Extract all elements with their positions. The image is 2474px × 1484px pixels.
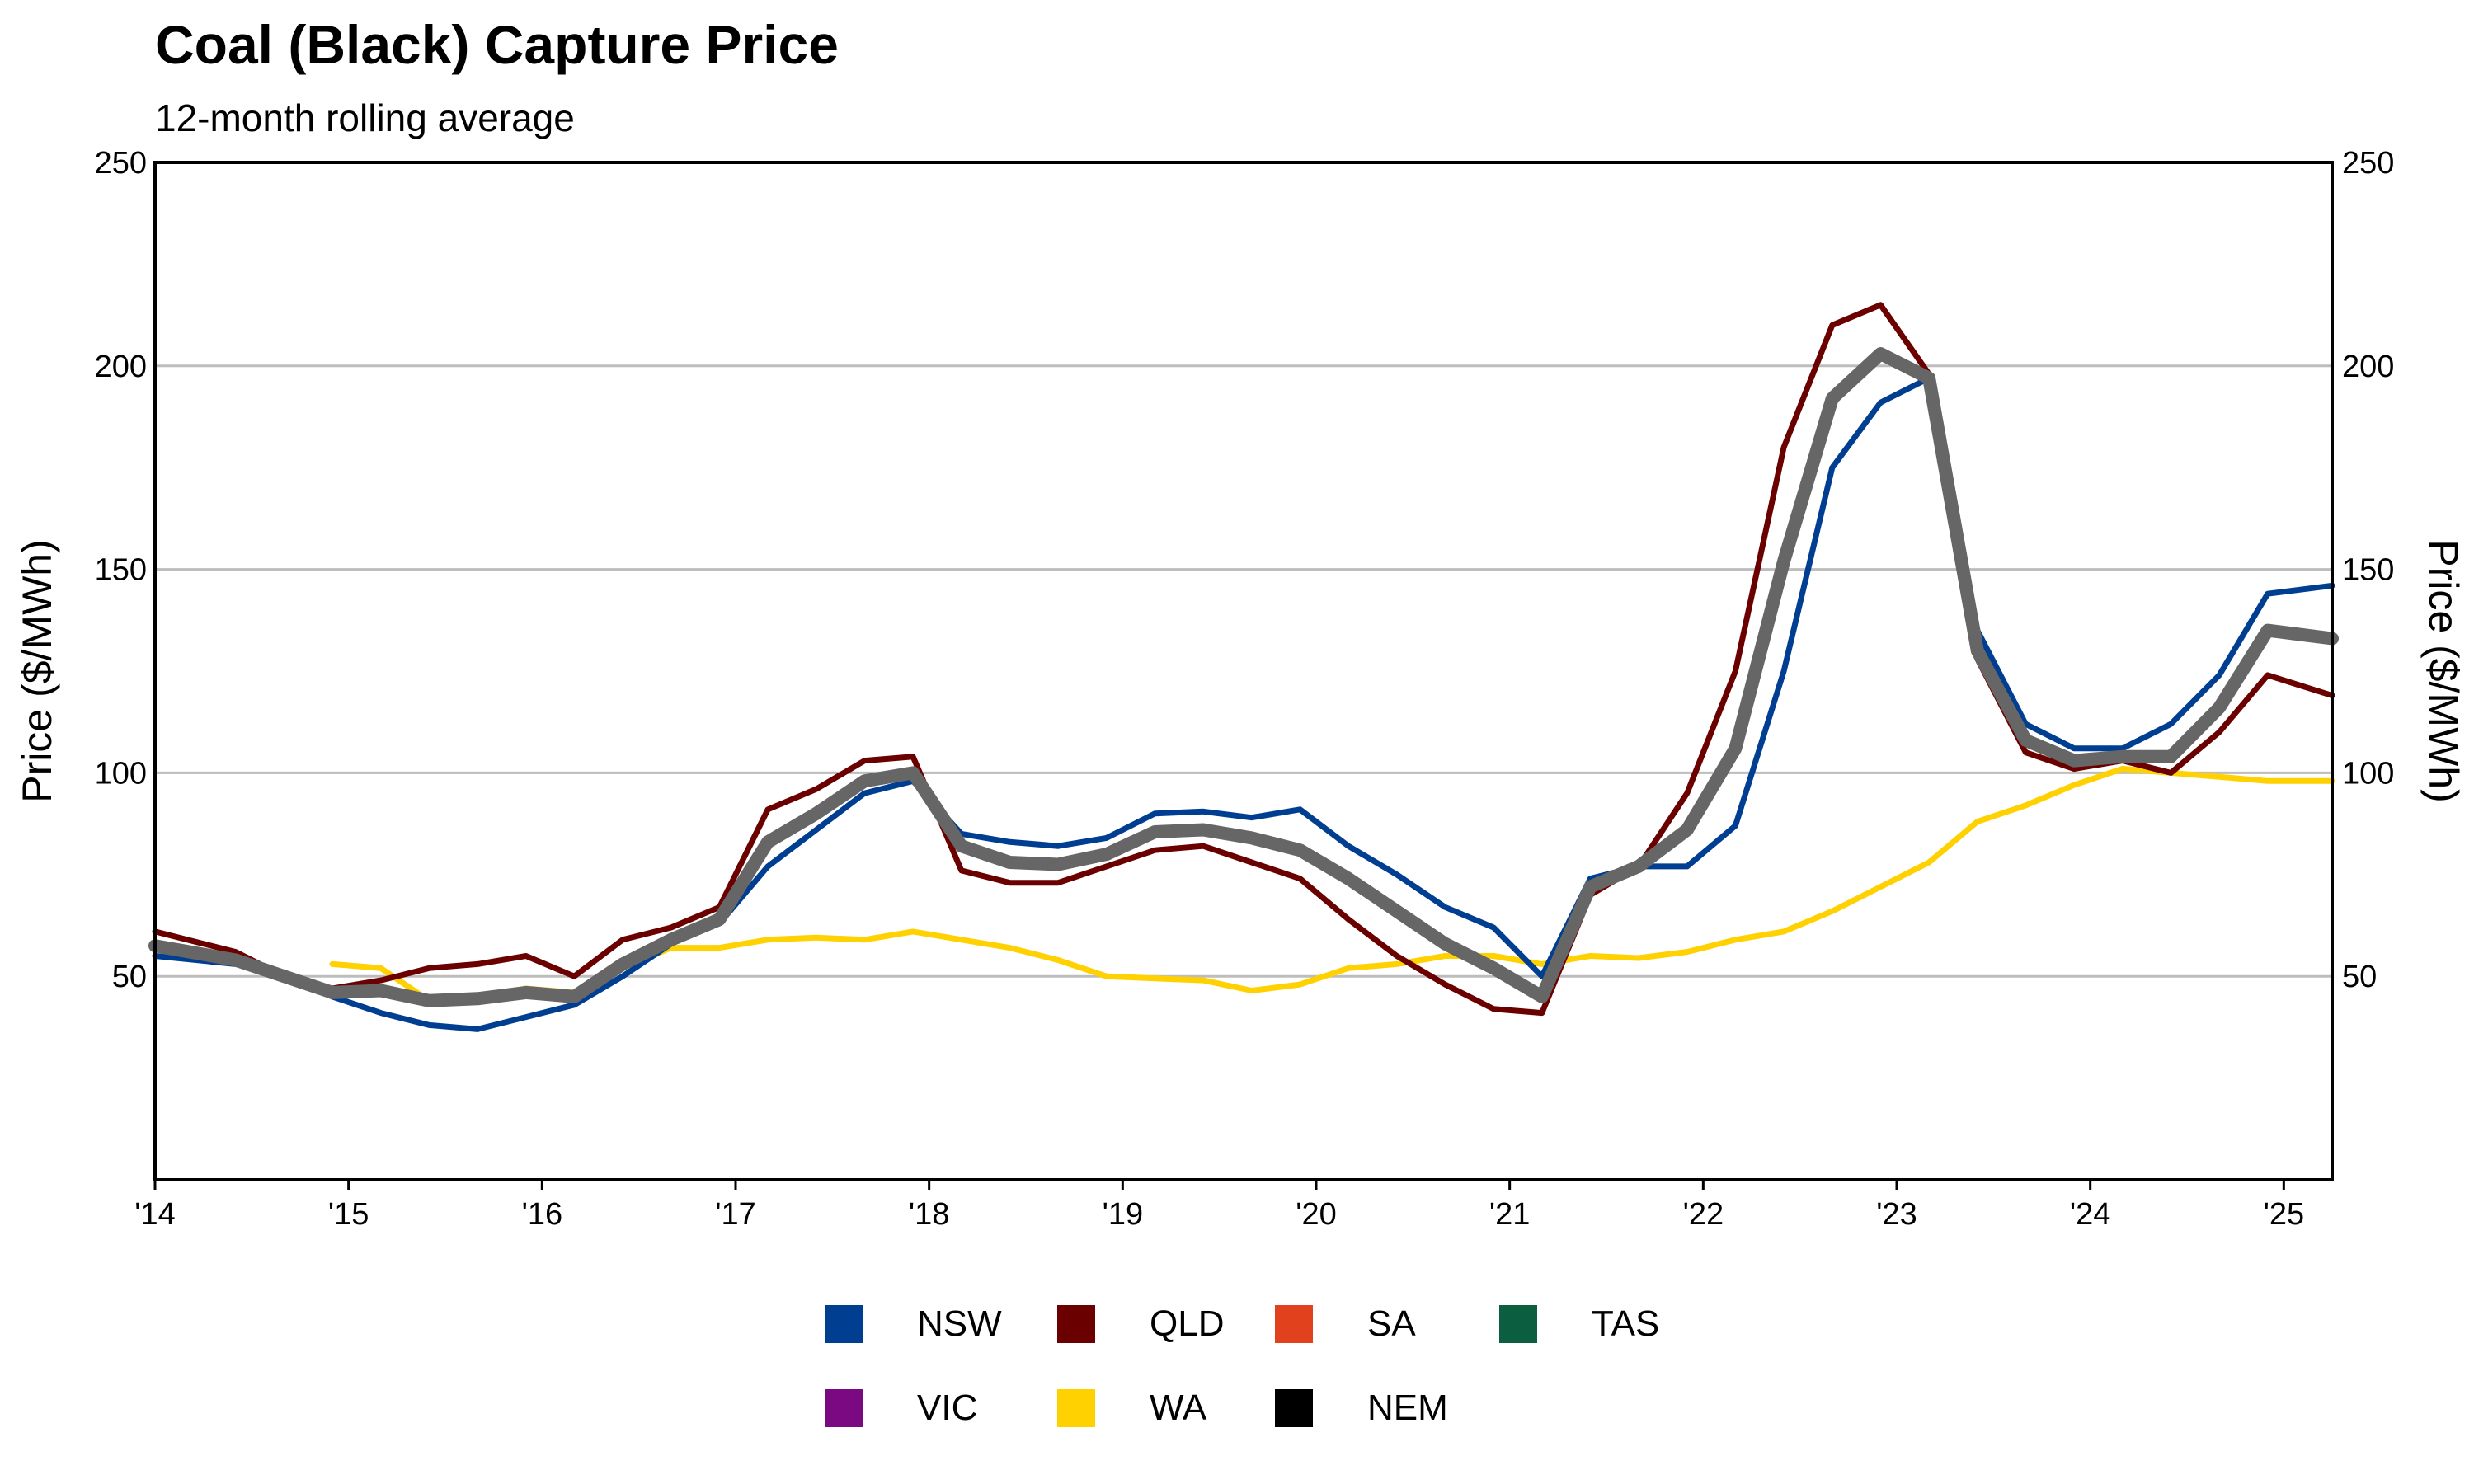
x-axis: '14 '15 '16 '17 '18 '19 '20 '21 '22 '23 '24 '25: [134, 1180, 2304, 1232]
x-tick-label-4: '18: [909, 1197, 950, 1232]
x-tick-label-3: '17: [715, 1197, 756, 1232]
plot-frame: [153, 161, 2334, 1181]
legend-label-nsw: NSW: [917, 1303, 1002, 1344]
y-tick-label-left-50: 50: [112, 960, 147, 994]
legend-swatch-nem: [1275, 1389, 1313, 1427]
x-tick-label-6: '20: [1296, 1197, 1337, 1232]
chart-subtitle: 12-month rolling average: [155, 96, 575, 139]
x-tick-label-11: '25: [2264, 1197, 2305, 1232]
x-tick-label-1: '15: [328, 1197, 369, 1232]
y-tick-label-right-250: 250: [2342, 146, 2394, 181]
y-tick-label-left-250: 250: [95, 146, 147, 181]
legend-swatch-wa: [1057, 1389, 1095, 1427]
series-line-qld: [152, 302, 2335, 1017]
y-axis-right: 50 100 150 200 250: [2342, 146, 2394, 994]
legend-item-nem: NEM: [1275, 1387, 1448, 1430]
y-tick-label-left-100: 100: [95, 756, 147, 791]
y-tick-label-left-200: 200: [95, 350, 147, 384]
x-tick-label-8: '22: [1683, 1197, 1724, 1232]
legend-item-qld: QLD: [1057, 1303, 1224, 1345]
y-tick-label-right-50: 50: [2342, 960, 2377, 994]
legend-label-wa: WA: [1150, 1388, 1207, 1428]
legend-item-nsw: NSW: [825, 1303, 1002, 1345]
legend-label-qld: QLD: [1150, 1303, 1225, 1344]
legend-item-tas: TAS: [1499, 1303, 1659, 1345]
x-tick-label-5: '19: [1103, 1197, 1144, 1232]
legend-swatch-qld: [1057, 1305, 1095, 1343]
legend-swatch-nsw: [825, 1305, 863, 1343]
legend-label-vic: VIC: [917, 1388, 978, 1428]
y-tick-label-right-100: 100: [2342, 756, 2394, 791]
x-tick-label-10: '24: [2070, 1197, 2111, 1232]
gridlines: [155, 364, 2332, 978]
series-line-nem: [148, 347, 2339, 1007]
legend-swatch-vic: [825, 1389, 863, 1427]
legend-item-sa: SA: [1275, 1303, 1416, 1345]
legend-label-sa: SA: [1367, 1303, 1416, 1344]
legend-label-tas: TAS: [1592, 1303, 1660, 1344]
chart-plot: '14 '15 '16 '17 '18 '19 '20 '21 '22 '23 '24 '25 50 1…: [14, 146, 2467, 1232]
legend: NSW QLD SA TAS VIC WA NEM: [825, 1303, 1781, 1443]
y-axis-left: 50 100 150 200 250: [95, 146, 147, 994]
y-axis-title-left: Price ($/MWh): [14, 539, 60, 802]
x-tick-label-9: '23: [1876, 1197, 1917, 1232]
chart-title: Coal (Black) Capture Price: [155, 14, 839, 75]
y-axis-title-right: Price ($/MWh): [2420, 539, 2467, 802]
y-tick-label-left-150: 150: [95, 553, 147, 588]
legend-label-nem: NEM: [1367, 1388, 1448, 1428]
x-tick-label-7: '21: [1489, 1197, 1531, 1232]
legend-item-vic: VIC: [825, 1387, 977, 1430]
legend-swatch-tas: [1499, 1305, 1537, 1343]
x-tick-label-0: '14: [134, 1197, 176, 1232]
series-lines: [148, 302, 2339, 1032]
y-tick-label-right-150: 150: [2342, 553, 2394, 588]
legend-item-wa: WA: [1057, 1387, 1206, 1430]
legend-swatch-sa: [1275, 1305, 1313, 1343]
x-tick-label-2: '16: [522, 1197, 563, 1232]
y-tick-label-right-200: 200: [2342, 350, 2394, 384]
